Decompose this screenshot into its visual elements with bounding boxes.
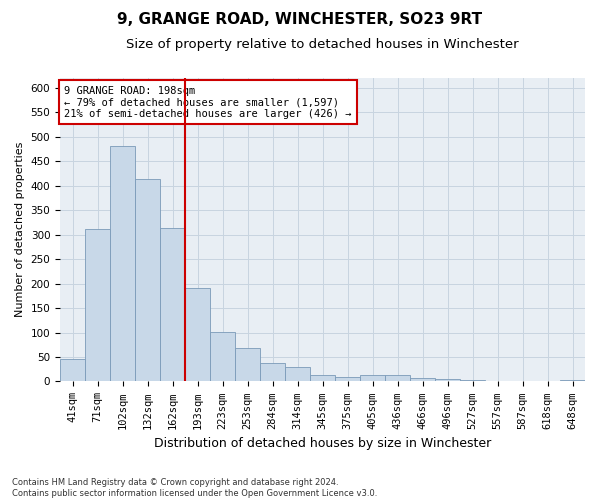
- Bar: [210, 332, 235, 382]
- Bar: [410, 378, 435, 382]
- Bar: [260, 364, 285, 382]
- Bar: [135, 179, 160, 382]
- Bar: [185, 288, 210, 382]
- Bar: [385, 375, 410, 382]
- Y-axis label: Number of detached properties: Number of detached properties: [15, 142, 25, 318]
- Bar: [335, 376, 360, 382]
- Bar: [60, 360, 85, 382]
- Bar: [560, 380, 585, 382]
- Text: 9 GRANGE ROAD: 198sqm
← 79% of detached houses are smaller (1,597)
21% of semi-d: 9 GRANGE ROAD: 198sqm ← 79% of detached …: [64, 86, 352, 119]
- Text: 9, GRANGE ROAD, WINCHESTER, SO23 9RT: 9, GRANGE ROAD, WINCHESTER, SO23 9RT: [118, 12, 482, 28]
- Bar: [160, 228, 185, 382]
- Bar: [460, 380, 485, 382]
- Bar: [435, 379, 460, 382]
- Text: Contains HM Land Registry data © Crown copyright and database right 2024.
Contai: Contains HM Land Registry data © Crown c…: [12, 478, 377, 498]
- Bar: [360, 375, 385, 382]
- Title: Size of property relative to detached houses in Winchester: Size of property relative to detached ho…: [126, 38, 519, 51]
- X-axis label: Distribution of detached houses by size in Winchester: Distribution of detached houses by size …: [154, 437, 491, 450]
- Bar: [235, 348, 260, 382]
- Bar: [85, 230, 110, 382]
- Bar: [110, 146, 135, 382]
- Bar: [285, 367, 310, 382]
- Bar: [310, 375, 335, 382]
